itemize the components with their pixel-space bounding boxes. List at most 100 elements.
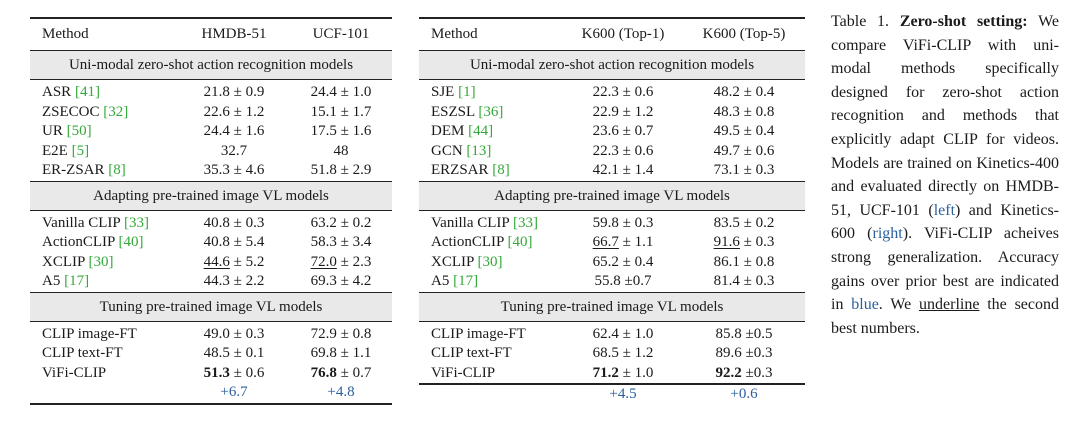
citation-link[interactable]: [8] bbox=[108, 162, 126, 178]
cell-value: 32.7 bbox=[220, 142, 248, 159]
method-name: ZSECOC bbox=[42, 103, 100, 120]
cell-value: 72.9 ± 0.8 bbox=[310, 325, 372, 342]
table-caption: Table 1. Zero-shot setting: We compare V… bbox=[831, 13, 1060, 337]
table-row: CLIP text-FT 68.5 ± 1.2 89.6 ±0.3 bbox=[419, 344, 805, 364]
citation-link[interactable]: [33] bbox=[123, 214, 149, 231]
cell-value: 69.3 ± 4.2 bbox=[310, 273, 372, 289]
citation-link[interactable]: [8] bbox=[492, 162, 510, 178]
gain-value: +0.6 bbox=[730, 386, 758, 402]
method-name: ERZSAR bbox=[431, 162, 489, 178]
section-title: Adapting pre-trained image VL models bbox=[419, 180, 805, 211]
table-row: A5 [17] 44.3 ± 2.2 69.3 ± 4.2 bbox=[30, 272, 392, 292]
table-row: ESZSL [36] 22.9 ± 1.2 48.3 ± 0.8 bbox=[419, 103, 805, 123]
cell-value: 44.6 ± 5.2 bbox=[203, 253, 265, 270]
cell-value: 48 bbox=[333, 142, 349, 159]
cell-value: 68.5 ± 1.2 bbox=[592, 345, 654, 361]
table-row: UR [50] 24.4 ± 1.6 17.5 ± 1.6 bbox=[30, 122, 392, 142]
section-title: Uni-modal zero-shot action recognition m… bbox=[30, 50, 392, 80]
method-name: DEM bbox=[431, 123, 465, 139]
cell-value: 24.4 ± 1.0 bbox=[310, 84, 372, 100]
method-name: Vanilla CLIP bbox=[42, 214, 121, 231]
cell-value: 48.5 ± 0.1 bbox=[203, 345, 265, 361]
cell-value: 76.8 ± 0.7 bbox=[310, 364, 372, 381]
cell-value: 92.2 ±0.3 bbox=[683, 363, 805, 385]
cell-value: 69.8 ± 1.1 bbox=[310, 345, 372, 361]
method-name: E2E bbox=[42, 142, 68, 159]
table-row: XCLIP [30] 44.6 ± 5.2 72.0 ± 2.3 bbox=[30, 253, 392, 273]
citation-link[interactable]: [33] bbox=[512, 214, 538, 231]
table-row: SJE [1] 22.3 ± 0.6 48.2 ± 0.4 bbox=[419, 80, 805, 103]
citation-link[interactable]: [40] bbox=[118, 234, 144, 250]
cell-value: 59.8 ± 0.3 bbox=[592, 214, 654, 231]
caption-title: Zero-shot setting: bbox=[899, 13, 1028, 30]
citation-link[interactable]: [36] bbox=[478, 103, 504, 120]
cell-value: 22.3 ± 0.6 bbox=[592, 84, 654, 100]
gain-value: +4.8 bbox=[290, 383, 392, 405]
method-name: ActionCLIP bbox=[42, 234, 115, 250]
table-row: E2E [5] 32.7 48 bbox=[30, 142, 392, 162]
col-header-method: Method bbox=[419, 17, 563, 51]
cell-value: 62.4 ± 1.0 bbox=[592, 325, 654, 342]
col-header-method: Method bbox=[30, 17, 178, 51]
table-row: ViFi-CLIP 71.2 ± 1.0 92.2 ±0.3 bbox=[419, 363, 805, 385]
col-header-hmdb: HMDB-51 bbox=[178, 17, 290, 51]
ref-right-link[interactable]: right bbox=[872, 225, 903, 243]
cell-value: 48.3 ± 0.8 bbox=[713, 103, 775, 120]
gain-row: +6.7 +4.8 bbox=[30, 383, 392, 405]
table-row: ActionCLIP [40] 40.8 ± 5.4 58.3 ± 3.4 bbox=[30, 233, 392, 253]
cell-value: 49.7 ± 0.6 bbox=[713, 142, 775, 159]
cell-value: 51.3 ± 0.6 bbox=[203, 364, 265, 381]
method-name: A5 bbox=[431, 273, 450, 289]
method-name: ViFi-CLIP bbox=[419, 363, 563, 385]
citation-link[interactable]: [41] bbox=[74, 84, 100, 100]
method-name: CLIP image-FT bbox=[431, 325, 526, 342]
citation-link[interactable]: [30] bbox=[88, 253, 114, 270]
cell-value: 40.8 ± 0.3 bbox=[203, 214, 265, 231]
citation-link[interactable]: [32] bbox=[103, 103, 129, 120]
method-name: Vanilla CLIP bbox=[431, 214, 510, 231]
ref-left-link[interactable]: left bbox=[933, 201, 956, 219]
citation-link[interactable]: [40] bbox=[507, 234, 533, 250]
cell-value: 63.2 ± 0.2 bbox=[310, 214, 372, 231]
cell-value: 66.7 ± 1.1 bbox=[592, 234, 654, 250]
blue-word: blue bbox=[851, 296, 879, 314]
table-row: CLIP image-FT 49.0 ± 0.3 72.9 ± 0.8 bbox=[30, 321, 392, 344]
cell-value: 22.6 ± 1.2 bbox=[203, 103, 265, 120]
cell-value: 86.1 ± 0.8 bbox=[713, 253, 775, 270]
citation-link[interactable]: [30] bbox=[477, 253, 503, 270]
best-value: 51.3 bbox=[203, 364, 230, 381]
cell-value: 42.1 ± 1.4 bbox=[592, 162, 654, 178]
method-name: XCLIP bbox=[431, 253, 474, 270]
table-row: CLIP image-FT 62.4 ± 1.0 85.8 ±0.5 bbox=[419, 321, 805, 344]
citation-link[interactable]: [1] bbox=[458, 84, 476, 100]
citation-link[interactable]: [50] bbox=[66, 123, 92, 139]
table-row: CLIP text-FT 48.5 ± 0.1 69.8 ± 1.1 bbox=[30, 344, 392, 364]
method-name: ViFi-CLIP bbox=[42, 364, 107, 381]
section-title: Uni-modal zero-shot action recognition m… bbox=[419, 50, 805, 80]
citation-link[interactable]: [17] bbox=[64, 273, 90, 289]
cell-value: 81.4 ± 0.3 bbox=[713, 273, 775, 289]
cell-value: 58.3 ± 3.4 bbox=[310, 234, 372, 250]
table-row: GCN [13] 22.3 ± 0.6 49.7 ± 0.6 bbox=[419, 142, 805, 162]
cell-value: 91.6 ± 0.3 bbox=[713, 234, 775, 250]
citation-link[interactable]: [13] bbox=[466, 142, 492, 159]
citation-link[interactable]: [17] bbox=[453, 273, 479, 289]
method-name: CLIP text-FT bbox=[431, 345, 512, 361]
method-name: ER-ZSAR bbox=[42, 162, 105, 178]
right-results-table: Method K600 (Top-1) K600 (Top-5) Uni-mod… bbox=[419, 17, 805, 405]
best-value: 92.2 bbox=[715, 364, 742, 381]
table-row: ViFi-CLIP 51.3 ± 0.6 76.8 ± 0.7 bbox=[30, 364, 392, 384]
section-title: Tuning pre-trained image VL models bbox=[419, 291, 805, 322]
method-name: CLIP text-FT bbox=[42, 345, 123, 361]
cell-value: 72.0 ± 2.3 bbox=[310, 253, 372, 270]
cell-value: 89.6 ±0.3 bbox=[715, 345, 773, 361]
citation-link[interactable]: [44] bbox=[468, 123, 494, 139]
table-row: ER-ZSAR [8] 35.3 ± 4.6 51.8 ± 2.9 bbox=[30, 161, 392, 181]
table-row: XCLIP [30] 65.2 ± 0.4 86.1 ± 0.8 bbox=[419, 253, 805, 273]
method-name: CLIP image-FT bbox=[42, 325, 137, 342]
second-best-value: 44.6 bbox=[203, 253, 230, 270]
citation-link[interactable]: [5] bbox=[71, 142, 90, 159]
method-name: ActionCLIP bbox=[431, 234, 504, 250]
method-name: GCN bbox=[431, 142, 463, 159]
left-results-table: Method HMDB-51 UCF-101 Uni-modal zero-sh… bbox=[30, 17, 392, 405]
